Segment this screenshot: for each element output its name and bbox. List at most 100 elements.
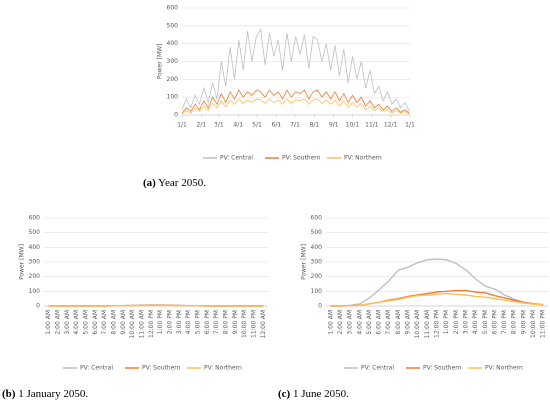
y-tick-label: 300 [311, 259, 323, 266]
x-tick-label: 7:00 AM [385, 310, 392, 335]
y-tick-label: 200 [311, 273, 323, 280]
y-axis-title: Power [MW] [157, 44, 164, 80]
x-tick-label: 1:00 AM [45, 310, 52, 335]
x-tick-label: 9:00 PM [520, 310, 527, 334]
x-tick-label: 9:00 AM [405, 310, 412, 335]
caption-text: Year 2050. [158, 177, 206, 189]
y-tick-label: 200 [167, 76, 179, 83]
x-tick-label: 7:00 PM [213, 310, 220, 334]
caption: (c) 1 June 2050. [278, 388, 349, 400]
y-tick-label: 500 [167, 22, 179, 29]
y-tick-label: 100 [29, 288, 41, 295]
x-tick-label: 6:00 PM [491, 310, 498, 334]
y-tick-label: 600 [311, 215, 323, 222]
legend-label: PV: Northern [344, 155, 382, 162]
x-tick-label: 7:00 PM [501, 310, 508, 334]
x-tick-label: 11:00 PM [540, 310, 547, 338]
x-tick-label: 4:00 PM [185, 310, 192, 334]
x-tick-label: 8:00 PM [511, 310, 518, 334]
x-tick-label: 12:00 PM [434, 310, 441, 338]
legend-label: PV: Central [80, 365, 113, 372]
x-tick-label: 12/1 [384, 122, 398, 129]
y-tick-label: 300 [29, 259, 41, 266]
x-tick-label: 7:00 AM [101, 310, 108, 335]
y-tick-label: 600 [167, 5, 179, 12]
x-tick-label: 10:00 PM [241, 310, 248, 338]
x-tick-label: 10:00 AM [414, 310, 421, 338]
y-tick-label: 500 [29, 229, 41, 236]
x-tick-label: 9:00 AM [120, 310, 127, 335]
legend-label: PV: Central [220, 155, 253, 162]
x-tick-label: 1:00 PM [443, 310, 450, 334]
x-tick-label: 8:00 AM [395, 310, 402, 335]
x-tick-label: 11:00 AM [424, 310, 431, 338]
caption: (a) Year 2050. [143, 177, 206, 189]
x-tick-label: 4/1 [233, 122, 243, 129]
caption: (b) 1 January 2050. [2, 388, 88, 400]
x-tick-label: 2/1 [197, 122, 207, 129]
x-tick-label: 4:00 AM [73, 310, 80, 335]
x-tick-label: 8:00 AM [111, 310, 118, 335]
legend-label: PV: Northern [204, 365, 242, 372]
x-tick-label: 1/1 [177, 122, 187, 129]
x-tick-label: 3:00 AM [64, 310, 71, 335]
y-tick-label: 400 [311, 244, 323, 251]
legend-label: PV: Southern [423, 365, 462, 372]
y-tick-label: 300 [167, 58, 179, 65]
caption-text: 1 January 2050. [18, 388, 88, 400]
x-tick-label: 2:00 PM [453, 310, 460, 334]
x-tick-label: 3:00 PM [176, 310, 183, 334]
series-line [181, 28, 410, 112]
x-tick-label: 11/1 [365, 122, 379, 129]
y-tick-label: 400 [167, 40, 179, 47]
x-tick-label: 2:00 AM [337, 310, 344, 335]
x-tick-label: 4:00 AM [356, 310, 363, 335]
y-tick-label: 0 [318, 303, 322, 310]
legend-label: PV: Northern [485, 365, 523, 372]
series-line [330, 292, 544, 307]
x-tick-label: 10:00 AM [129, 310, 136, 338]
x-tick-label: 3:00 AM [347, 310, 354, 335]
x-tick-label: 12:00 AM [260, 310, 267, 338]
caption-label: (a) [143, 177, 156, 189]
x-tick-label: 3/1 [214, 122, 224, 129]
x-tick-label: 9/1 [329, 122, 339, 129]
x-tick-label: 11:00 AM [139, 310, 146, 338]
x-tick-label: 5:00 PM [195, 310, 202, 334]
x-tick-label: 3:00 PM [462, 310, 469, 334]
legend-label: PV: Central [361, 365, 394, 372]
x-tick-label: 9:00 PM [232, 310, 239, 334]
y-axis-title: Power [MW] [19, 244, 26, 280]
y-axis-title: Power [MW] [301, 244, 308, 280]
x-tick-label: 1:00 PM [157, 310, 164, 334]
x-tick-label: 12:00 PM [148, 310, 155, 338]
x-tick-label: 7/1 [290, 122, 300, 129]
x-tick-label: 6:00 PM [204, 310, 211, 334]
series-line [181, 89, 410, 114]
x-tick-label: 8:00 PM [223, 310, 230, 334]
y-tick-label: 500 [311, 229, 323, 236]
x-tick-label: 1/1 [405, 122, 415, 129]
x-tick-label: 10/1 [346, 122, 360, 129]
x-tick-label: 1:00 AM [327, 310, 334, 335]
x-tick-label: 5:00 AM [83, 310, 90, 335]
x-tick-label: 6/1 [271, 122, 281, 129]
x-tick-label: 8/1 [310, 122, 320, 129]
y-tick-label: 100 [311, 288, 323, 295]
x-tick-label: 5:00 AM [366, 310, 373, 335]
x-tick-label: 11:00 PM [251, 310, 258, 338]
caption-label: (b) [2, 388, 16, 400]
x-tick-label: 2:00 AM [55, 310, 62, 335]
x-tick-label: 6:00 AM [92, 310, 99, 335]
y-tick-label: 400 [29, 244, 41, 251]
y-tick-label: 100 [167, 94, 179, 101]
y-tick-label: 200 [29, 273, 41, 280]
y-tick-label: 0 [174, 112, 178, 119]
y-tick-label: 600 [29, 215, 41, 222]
legend-label: PV: Southern [142, 365, 181, 372]
series-line [181, 98, 410, 115]
y-tick-label: 0 [36, 303, 40, 310]
caption-text: 1 June 2050. [293, 388, 349, 400]
legend-label: PV: Southern [282, 155, 321, 162]
